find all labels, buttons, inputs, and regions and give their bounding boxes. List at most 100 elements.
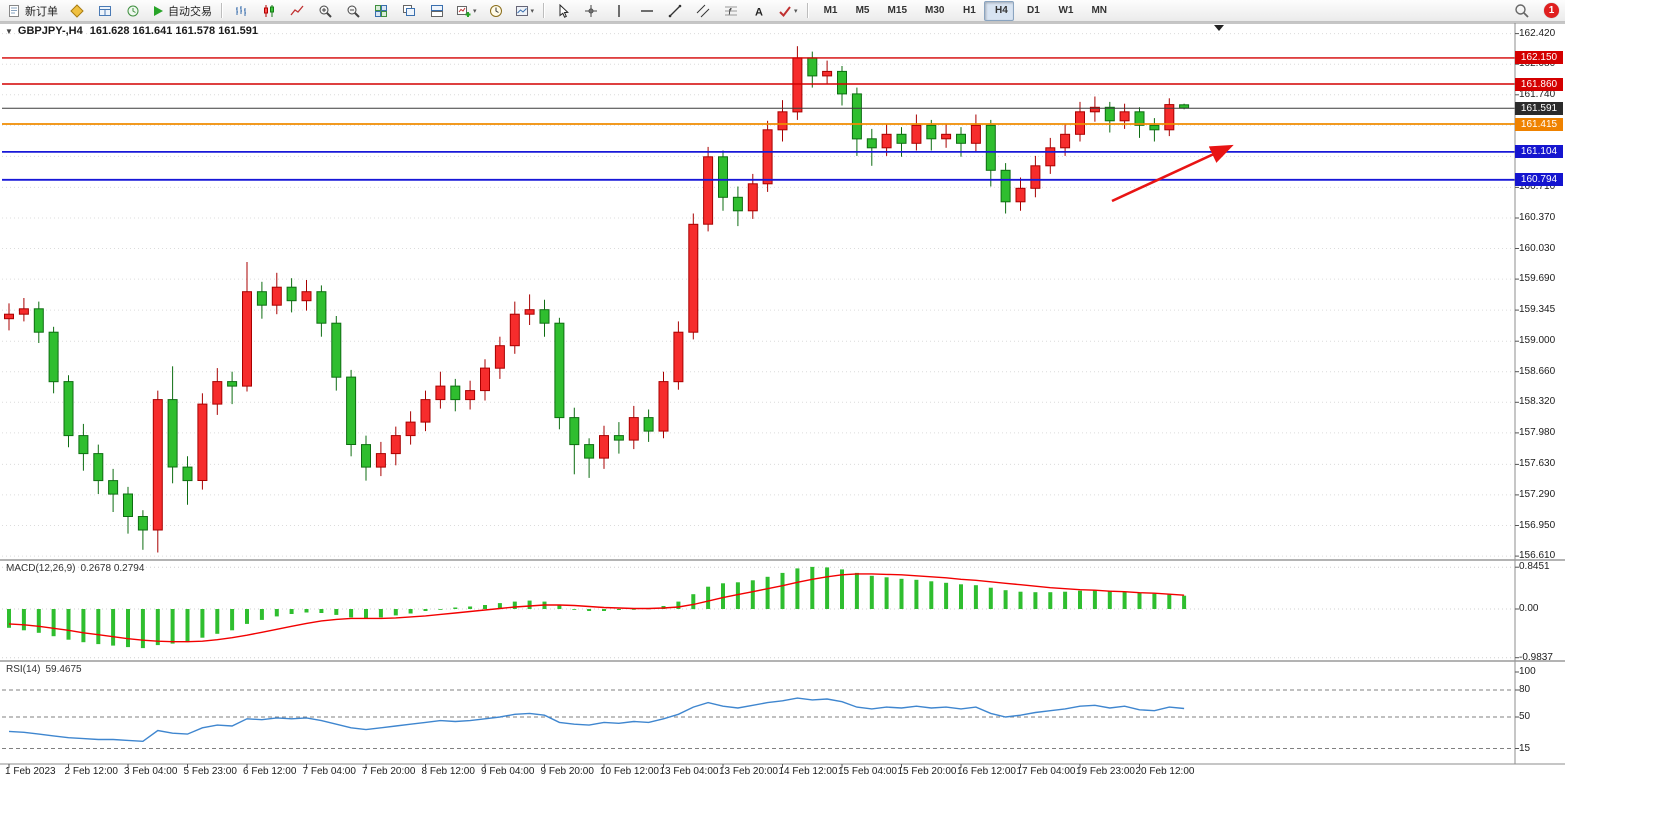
crosshair-button[interactable] <box>578 1 604 21</box>
zoom-in-button[interactable] <box>312 1 338 21</box>
macd-label: MACD(12,26,9) 0.2678 0.2794 <box>6 563 144 574</box>
timeframe-h1-button[interactable]: H1 <box>952 1 982 21</box>
line-button[interactable] <box>284 1 310 21</box>
rsi-value: 59.4675 <box>45 664 82 675</box>
market-watch-icon <box>98 4 112 18</box>
candles-icon <box>262 4 276 18</box>
chart-title: ▼ GBPJPY-,H4 161.628 161.641 161.578 161… <box>5 25 258 37</box>
bars-icon <box>234 4 248 18</box>
new-chart-button[interactable]: ▾ <box>452 1 481 21</box>
timeframe-h4-button[interactable]: H4 <box>984 0 1015 21</box>
cursor-icon <box>556 3 570 18</box>
timeframe-mn-button-label: MN <box>1091 5 1108 16</box>
timeframe-mn-button[interactable]: MN <box>1081 1 1113 21</box>
cascade-icon <box>402 4 416 18</box>
macd-signal-line <box>8 573 1185 643</box>
toolbar: 新订单 自动交易 ▾ ▾ f A ▾ M1 M5 M15 M30 H1 H4 D1 W1 MN 1 <box>0 0 1565 22</box>
timeframe-w1-button[interactable]: W1 <box>1048 1 1079 21</box>
arrows-icon <box>778 4 792 18</box>
search-icon <box>1514 3 1529 18</box>
channel-button[interactable] <box>690 1 716 21</box>
template-button[interactable]: ▾ <box>511 1 539 21</box>
macd-panel[interactable] <box>2 566 1513 659</box>
timeframe-w1-button-label: W1 <box>1058 5 1074 16</box>
macd-name: MACD(12,26,9) <box>6 563 76 574</box>
timeframe-d1-button-label: D1 <box>1027 5 1040 16</box>
zoom-in-icon <box>318 4 332 18</box>
tile-horizontal-button[interactable] <box>424 1 450 21</box>
tile-windows-button[interactable] <box>368 1 394 21</box>
chart-profile-button[interactable] <box>64 1 90 21</box>
zoom-out-button[interactable] <box>340 1 366 21</box>
vline-icon <box>612 4 626 18</box>
timeframe-m5-button-label: M5 <box>855 5 870 16</box>
fibo-button[interactable]: f <box>718 1 744 21</box>
cursor-button[interactable] <box>550 1 576 21</box>
cascade-button[interactable] <box>396 1 422 21</box>
timeframe-m1-button-label: M1 <box>823 5 838 16</box>
svg-text:f: f <box>729 6 733 16</box>
hline-icon <box>640 4 654 18</box>
chart-shift-marker[interactable] <box>1214 25 1224 31</box>
algo-play-icon <box>152 5 164 17</box>
arrows-button[interactable]: ▾ <box>774 1 802 21</box>
rsi-label: RSI(14) 59.4675 <box>6 664 82 675</box>
macd-values: 0.2678 0.2794 <box>80 563 145 574</box>
toolbar-separator <box>221 3 223 18</box>
rsi-panel[interactable] <box>2 689 1513 749</box>
timeframe-m15-button[interactable]: M15 <box>878 1 913 21</box>
timeframe-m5-button[interactable]: M5 <box>846 1 876 21</box>
algo-trading-button[interactable]: 自动交易 <box>148 1 216 21</box>
tile-windows-icon <box>374 4 388 18</box>
notification-badge[interactable]: 1 <box>1544 3 1559 18</box>
crosshair-icon <box>584 4 598 18</box>
clock-icon <box>489 4 503 18</box>
panel-borders <box>0 22 1565 768</box>
trendline-icon <box>668 4 682 18</box>
ohlc-values: 161.628 161.641 161.578 161.591 <box>89 25 258 37</box>
timeframe-d1-button[interactable]: D1 <box>1016 1 1046 21</box>
data-window-button[interactable] <box>120 1 146 21</box>
search-button[interactable] <box>1508 1 1534 21</box>
rsi-name: RSI(14) <box>6 664 41 675</box>
data-window-icon <box>126 4 140 18</box>
toolbar-separator <box>806 3 809 18</box>
zoom-out-icon <box>346 4 360 18</box>
chevron-down-icon: ▾ <box>473 7 477 15</box>
new-order-button[interactable]: 新订单 <box>3 1 62 21</box>
new-order-button-label: 新订单 <box>25 5 58 18</box>
bars-button[interactable] <box>228 1 254 21</box>
line-icon <box>290 4 304 18</box>
tile-h-icon <box>430 4 444 18</box>
timeframe-m15-button-label: M15 <box>887 5 907 16</box>
ohlc-collapse-icon[interactable]: ▼ <box>5 26 13 36</box>
new-order-icon <box>7 4 21 18</box>
hline-button[interactable] <box>634 1 660 21</box>
profile-icon <box>70 3 84 18</box>
timeframe-h1-button-label: H1 <box>963 5 976 16</box>
timeframe-m30-button[interactable]: M30 <box>915 1 950 21</box>
timeframe-m1-button[interactable]: M1 <box>814 1 844 21</box>
text-button[interactable]: A <box>746 1 772 21</box>
fibo-icon: f <box>724 4 738 18</box>
chart-canvas[interactable] <box>0 0 1565 812</box>
timeframe-h4-button-label: H4 <box>995 5 1008 16</box>
toolbar-separator <box>543 3 546 18</box>
candles-button[interactable] <box>256 1 282 21</box>
channel-icon <box>696 4 710 18</box>
period-button[interactable] <box>483 1 509 21</box>
hline-objects[interactable] <box>2 57 1515 181</box>
market-watch-button[interactable] <box>92 1 118 21</box>
toolbar-right-cluster: 1 <box>1507 1 1559 21</box>
vline-button[interactable] <box>606 1 632 21</box>
template-icon <box>515 4 529 18</box>
trend-arrow[interactable] <box>1111 144 1234 203</box>
timeframe-m30-button-label: M30 <box>925 5 945 16</box>
new-chart-icon <box>456 4 471 18</box>
symbol-period: GBPJPY-,H4 <box>17 25 83 37</box>
chevron-down-icon: ▾ <box>530 7 535 15</box>
algo-trading-button-label: 自动交易 <box>168 5 212 18</box>
chevron-down-icon: ▾ <box>794 7 798 15</box>
trendline-button[interactable] <box>662 1 688 21</box>
